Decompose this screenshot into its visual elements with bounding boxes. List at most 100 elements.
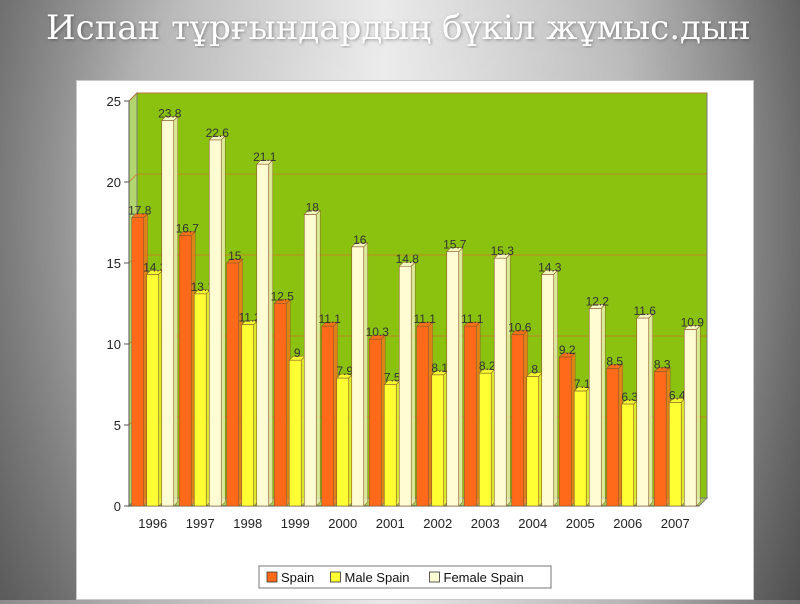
- bar-face: [511, 333, 525, 507]
- x-tick-label: 2002: [423, 516, 452, 531]
- legend-swatch: [330, 571, 341, 583]
- bar: [636, 313, 654, 507]
- bar-face: [383, 384, 397, 507]
- bar-chart: 0 5 10 15 20 25 17.8 14.3 23.8 1996 16.7 13.1 22.6 19…: [107, 91, 709, 589]
- data-label: 23.8: [158, 106, 182, 120]
- bar-face: [256, 163, 270, 507]
- bar: [511, 329, 529, 507]
- y-tick-label: 5: [114, 418, 121, 433]
- bar: [321, 321, 339, 507]
- legend-label: Male Spain: [345, 570, 410, 585]
- data-label: 15.3: [491, 244, 515, 258]
- data-label: 11.6: [634, 304, 657, 318]
- x-tick-label: 2000: [328, 516, 357, 531]
- bar: [446, 246, 464, 507]
- bar-face: [241, 324, 255, 507]
- bar-face: [321, 325, 335, 507]
- bar: [653, 366, 671, 507]
- bar: [606, 363, 624, 507]
- x-tick-label: 2003: [471, 516, 500, 531]
- bar-side: [315, 209, 321, 507]
- bar-face: [368, 338, 382, 507]
- bar-face: [146, 274, 160, 507]
- bar-face: [668, 402, 682, 507]
- data-label: 8: [531, 362, 538, 376]
- bar: [478, 368, 496, 507]
- bar-side: [410, 261, 416, 507]
- bar-side: [173, 115, 179, 507]
- x-tick-label: 1998: [233, 516, 262, 531]
- bar-face: [178, 235, 192, 507]
- x-tick-label: 1999: [281, 516, 310, 531]
- x-tick-label: 2001: [376, 516, 405, 531]
- bar-face: [288, 359, 302, 507]
- bar-face: [478, 372, 492, 507]
- y-tick-label: 25: [107, 94, 121, 109]
- bar-face: [541, 274, 555, 507]
- data-label: 13.1: [191, 280, 215, 294]
- bar-face: [606, 367, 620, 507]
- data-label: 16.7: [176, 221, 200, 235]
- data-label: 7.5: [384, 371, 401, 385]
- data-label: 11.1: [414, 312, 437, 326]
- x-tick-label: 2005: [566, 516, 595, 531]
- data-label: 7.1: [574, 377, 591, 391]
- bar-face: [193, 293, 207, 507]
- data-label: 6.3: [621, 390, 638, 404]
- bar: [588, 303, 606, 507]
- bar-face: [161, 120, 175, 507]
- bar-face: [351, 246, 365, 507]
- data-label: 9: [294, 346, 301, 360]
- bar: [226, 258, 244, 507]
- bar: [558, 352, 576, 507]
- data-label: 10.3: [366, 325, 390, 339]
- bar: [178, 230, 196, 507]
- y-tick-label: 15: [107, 256, 121, 271]
- bar-side: [505, 253, 511, 507]
- bar: [368, 334, 386, 507]
- bar: [683, 324, 701, 507]
- bar: [463, 321, 481, 507]
- bar: [398, 261, 416, 507]
- bar-face: [226, 262, 240, 507]
- bar-face: [336, 377, 350, 507]
- bar-side: [220, 135, 226, 507]
- data-label: 8.2: [479, 359, 496, 373]
- bar-face: [463, 325, 477, 507]
- bar: [541, 269, 559, 507]
- x-tick-label: 1997: [186, 516, 215, 531]
- data-label: 16: [353, 233, 367, 247]
- data-label: 10.6: [508, 320, 532, 334]
- data-label: 14.8: [396, 252, 420, 266]
- bar: [336, 373, 354, 507]
- gridline-side: [128, 173, 138, 183]
- data-label: 14.3: [143, 260, 167, 274]
- data-label: 8.5: [606, 354, 623, 368]
- chart-container: 0 5 10 15 20 25 17.8 14.3 23.8 1996 16.7 13.1 22.6 19…: [76, 80, 754, 600]
- bar-face: [621, 403, 635, 507]
- data-label: 11.1: [319, 312, 342, 326]
- data-label: 14.3: [538, 260, 562, 274]
- bar-face: [208, 139, 222, 507]
- y-tick-label: 0: [114, 499, 121, 514]
- bar: [131, 212, 149, 507]
- bar-side: [363, 242, 369, 507]
- legend-label: Spain: [281, 570, 314, 585]
- bar-side: [268, 159, 274, 507]
- legend-swatch: [266, 571, 278, 583]
- data-label: 21.1: [253, 150, 277, 164]
- bar: [416, 321, 434, 507]
- bar: [668, 397, 686, 507]
- data-label: 11.1: [461, 312, 484, 326]
- bar: [573, 386, 591, 507]
- y-tick-label: 20: [107, 175, 121, 190]
- data-label: 7.9: [336, 364, 353, 378]
- legend-swatch: [429, 571, 440, 583]
- bar: [493, 253, 511, 507]
- bar-side: [600, 303, 606, 507]
- bar-face: [416, 325, 430, 507]
- bar-face: [273, 303, 287, 507]
- bar-face: [636, 317, 650, 507]
- bar-face: [303, 214, 317, 507]
- legend-box: [258, 565, 552, 589]
